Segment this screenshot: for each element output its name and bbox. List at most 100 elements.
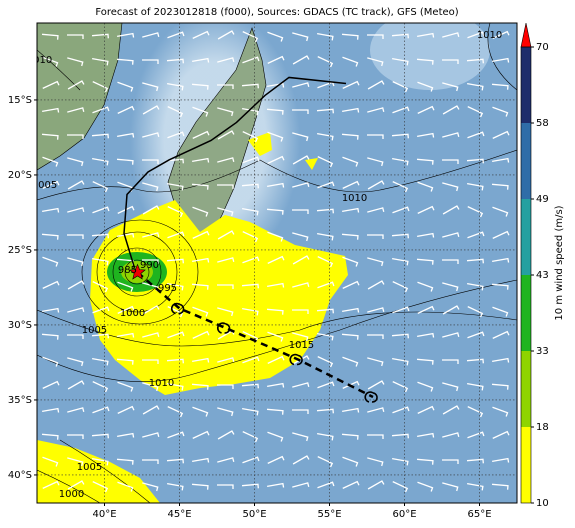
wind-barb [217,230,235,240]
wind-barb [167,231,185,239]
wind-barb [142,105,160,115]
wind-barb [42,356,59,367]
cyclone-symbol [289,353,303,366]
wind-barb [317,32,334,41]
wind-barb [42,380,60,389]
lat-tick-label: 20°S [8,170,32,181]
wind-barb [67,480,85,490]
wind-barbs [41,30,510,493]
wind-barb [67,80,85,90]
wind-barb [317,456,334,468]
wind-barb [492,330,510,339]
wind-barb [342,307,360,313]
wind-barb [42,56,59,67]
wind-barb [42,80,60,89]
wind-barb [92,306,110,314]
colorbar-extend [520,22,532,48]
wind-barb [92,157,109,166]
colorbar-tick-label: 10 [536,498,549,509]
cyclone-symbol [170,302,185,315]
isobar-label: 1000 [59,489,84,500]
wind-barb [491,283,509,290]
wind-barb [41,233,59,240]
wind-barb [217,30,235,40]
wind-barb [267,355,285,364]
wind-barb [267,131,284,142]
wind-barb [417,305,435,314]
wind-barb [367,57,384,67]
wind-barb [292,255,310,265]
wind-barb [192,106,209,117]
colorbar: 10 18 33 43 49 58 70 [520,22,549,509]
wind-barb [442,59,459,64]
wind-barb [266,408,284,415]
wind-barb [191,83,209,90]
isobar-label: 990 [140,260,159,271]
wind-barb [92,206,110,214]
wind-barb [442,259,459,264]
wind-barb [442,359,459,364]
wind-barb [367,157,384,167]
wind-barb [317,132,334,141]
isobar-label: 1010 [477,30,502,41]
wind-barb [417,332,435,338]
wind-barb [117,332,135,338]
wind-barb [466,158,484,164]
wind-barb [217,257,235,263]
wind-barb [142,305,160,315]
wind-barb [342,356,359,367]
wind-barb [192,206,209,217]
wind-barb [292,209,309,214]
wind-barb [342,280,360,289]
wind-barb [166,258,184,264]
wind-barb [92,181,109,193]
wind-barb [367,257,384,267]
wind-barb [316,308,334,314]
colorbar-label: 10 m wind speed (m/s) [554,205,565,320]
wind-barb [292,155,310,165]
wind-barb [242,207,259,216]
wind-barb [417,481,434,492]
wind-barb [42,156,59,167]
lat-tick-label: 15°S [8,95,32,106]
wind-barb [217,430,235,440]
wind-barb [466,58,484,64]
wind-barb [267,382,285,388]
wind-barb [92,257,109,266]
wind-barb [341,433,359,440]
wind-barb [392,406,410,414]
wind-barb [167,306,184,318]
wind-barb [367,334,384,339]
wind-barb [116,358,134,365]
wind-barb [392,206,410,214]
isobar-label: 1010 [149,378,174,389]
wind-barb [142,82,159,92]
wind-barb [467,331,485,339]
wind-barb [442,382,459,392]
lon-tick-label: 40°E [92,509,116,520]
wind-barb [167,106,184,118]
colorbar-tick-label: 18 [536,422,549,433]
wind-barb [342,156,359,167]
wind-barb [442,182,459,192]
wind-barb [267,431,284,442]
wind-barb [342,107,360,113]
wind-barb [67,434,84,439]
wind-barb [416,158,434,165]
wind-barb [117,381,134,392]
wind-barb [241,383,259,389]
wind-barb [166,58,184,64]
wind-barb [167,282,184,291]
wind-barb [292,432,309,442]
colorbar-segment [521,427,531,503]
wind-barb [467,406,484,418]
wind-barb [241,483,259,489]
wind-barb [392,281,409,293]
wind-barb [416,458,434,465]
wind-barb [466,458,484,464]
wind-barb [42,207,60,213]
wind-barb [467,106,484,118]
wind-barb [117,205,135,214]
wind-barb [317,356,334,368]
